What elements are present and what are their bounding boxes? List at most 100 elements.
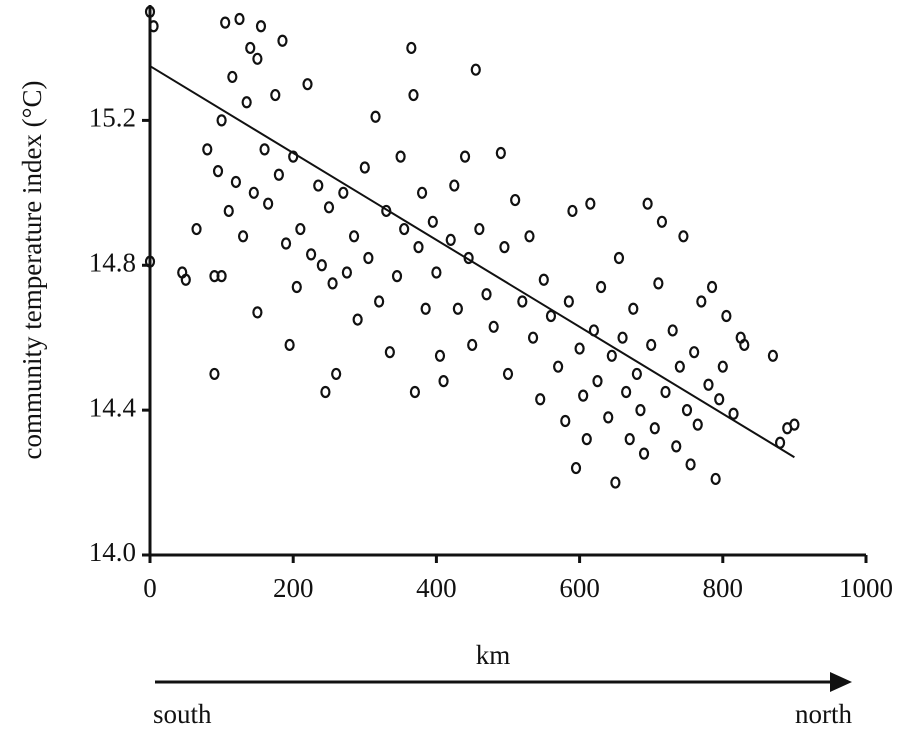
point xyxy=(703,378,714,391)
point xyxy=(216,114,227,127)
point xyxy=(667,324,678,337)
point xyxy=(535,393,546,406)
point xyxy=(144,255,156,268)
point xyxy=(696,295,707,308)
point xyxy=(467,338,478,352)
point xyxy=(642,197,653,210)
point xyxy=(581,433,592,446)
point xyxy=(570,461,582,475)
point xyxy=(495,146,506,160)
point xyxy=(517,295,528,308)
point xyxy=(721,309,732,323)
x-tick-label: 1000 xyxy=(839,573,893,603)
point xyxy=(606,349,617,362)
point xyxy=(323,201,335,214)
point xyxy=(399,222,410,236)
point xyxy=(384,346,395,359)
point xyxy=(685,458,696,471)
point xyxy=(710,472,721,486)
y-tick-label: 14.4 xyxy=(89,392,137,422)
point xyxy=(313,179,324,192)
point xyxy=(681,404,693,417)
south-label: south xyxy=(153,699,212,729)
point xyxy=(481,288,492,301)
point xyxy=(327,277,338,290)
point xyxy=(574,342,585,355)
point xyxy=(545,309,557,323)
point xyxy=(252,52,263,65)
point xyxy=(628,302,639,315)
point xyxy=(499,241,510,254)
point xyxy=(216,270,227,283)
point xyxy=(408,88,419,102)
point xyxy=(359,161,370,174)
point xyxy=(656,215,668,228)
point xyxy=(302,78,313,91)
point xyxy=(320,385,331,399)
point xyxy=(270,88,281,102)
point xyxy=(653,277,664,290)
point xyxy=(524,230,535,243)
point xyxy=(728,407,739,420)
point xyxy=(527,331,539,344)
x-tick-label: 200 xyxy=(273,573,314,603)
point xyxy=(202,143,213,156)
x-tick-label: 400 xyxy=(416,573,457,603)
point xyxy=(209,367,220,381)
point xyxy=(273,168,284,181)
point xyxy=(660,385,671,399)
point xyxy=(717,360,728,373)
point xyxy=(374,295,385,308)
x-tick-label: 600 xyxy=(559,573,600,603)
point xyxy=(617,331,628,344)
point xyxy=(585,197,596,210)
point xyxy=(230,175,242,189)
point xyxy=(413,241,424,254)
point xyxy=(563,295,574,308)
point xyxy=(553,360,564,373)
point xyxy=(510,193,521,207)
point xyxy=(474,222,485,236)
point xyxy=(316,259,327,272)
point xyxy=(767,349,779,362)
point xyxy=(212,164,224,178)
point xyxy=(255,20,267,33)
point xyxy=(592,375,603,388)
point xyxy=(395,150,406,163)
point xyxy=(603,411,614,424)
point xyxy=(538,273,549,286)
trend-line xyxy=(149,65,795,459)
point xyxy=(560,414,571,428)
point xyxy=(259,143,270,156)
point xyxy=(678,230,689,243)
point xyxy=(646,338,657,352)
y-tick-label: 14.8 xyxy=(89,247,136,277)
point xyxy=(613,251,625,265)
point xyxy=(148,20,159,33)
point xyxy=(288,150,299,163)
x-tick-label: 800 xyxy=(703,573,744,603)
point xyxy=(674,360,685,373)
point xyxy=(470,63,481,76)
point xyxy=(252,306,263,319)
point xyxy=(370,110,381,123)
point xyxy=(331,367,342,381)
point xyxy=(789,418,800,431)
y-tick-label: 15.2 xyxy=(89,103,136,133)
north-label: north xyxy=(795,699,852,729)
point xyxy=(638,447,650,460)
y-axis-title: community temperature index (°C) xyxy=(17,81,47,460)
point xyxy=(449,179,460,192)
point xyxy=(227,70,238,84)
point xyxy=(621,385,632,399)
point xyxy=(306,248,317,261)
point xyxy=(434,349,446,362)
point xyxy=(631,367,642,381)
point xyxy=(438,375,449,388)
point xyxy=(284,338,295,352)
point xyxy=(295,222,306,236)
point xyxy=(459,150,471,163)
point xyxy=(391,270,403,283)
